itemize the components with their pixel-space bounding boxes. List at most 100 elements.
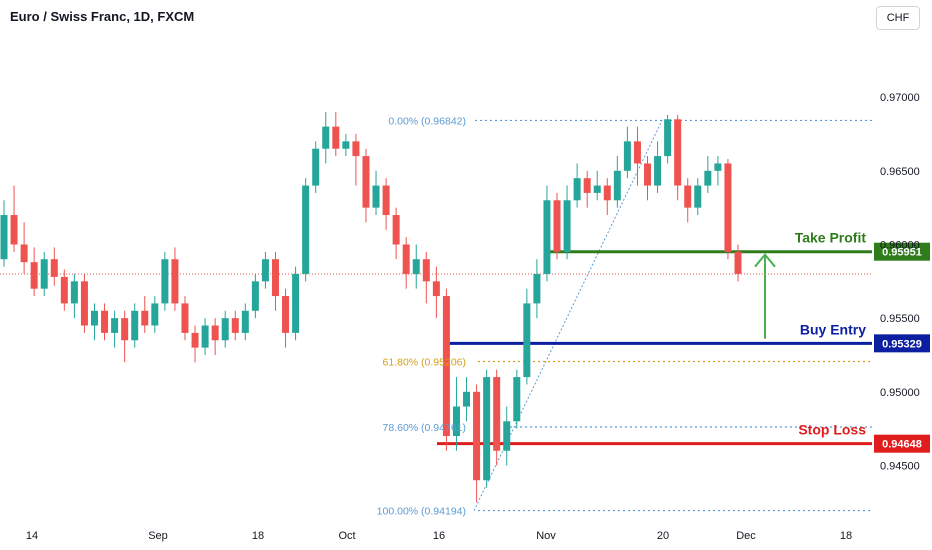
- candle-body: [121, 318, 129, 341]
- candle-body: [563, 200, 571, 252]
- target-arrow-head: [754, 253, 776, 268]
- candle-body: [362, 156, 370, 208]
- y-tick-label: 0.96500: [880, 166, 920, 178]
- candle-body: [603, 185, 611, 201]
- candle-body: [70, 281, 78, 304]
- candle-body: [372, 185, 380, 208]
- candle-body: [674, 119, 682, 186]
- fib-level-label: 78.60% (0.94761): [383, 422, 466, 434]
- x-tick-label: 16: [433, 530, 445, 542]
- candle-body: [633, 141, 641, 164]
- candle-body: [241, 310, 249, 333]
- price-axis: 0.95951 0.95329 0.94648 0.97000 0.96500 0.960…: [26, 92, 930, 542]
- candle-body: [583, 178, 591, 193]
- candle-body: [503, 421, 511, 451]
- candle-body: [432, 281, 440, 297]
- candle-body: [90, 310, 98, 326]
- candle-body: [151, 303, 159, 326]
- candle-body: [171, 259, 179, 304]
- currency-button[interactable]: CHF: [876, 6, 920, 30]
- candle-body: [623, 141, 631, 171]
- candle-body: [282, 296, 290, 333]
- candle-body: [101, 310, 109, 333]
- candle-body: [352, 141, 360, 157]
- candle-body: [60, 276, 68, 304]
- candle-body: [573, 178, 581, 201]
- x-tick-label: 18: [252, 530, 264, 542]
- fib-level-label: 0.00% (0.96842): [388, 115, 466, 127]
- candle-body: [342, 141, 350, 149]
- candle-body: [322, 126, 330, 149]
- candle-body: [111, 318, 119, 333]
- candle-body: [181, 303, 189, 333]
- trade-level-label: Buy Entry: [800, 321, 866, 337]
- candle-body: [483, 377, 491, 481]
- candle-body: [20, 244, 28, 263]
- price-tag-text: 0.95329: [882, 338, 922, 350]
- candle-body: [473, 391, 481, 481]
- candle-body: [593, 185, 601, 193]
- candle-body: [261, 259, 269, 282]
- candle-body: [392, 215, 400, 245]
- candle-body: [382, 185, 390, 216]
- fib-level-label: 61.80% (0.95206): [383, 356, 466, 368]
- candle-body: [724, 163, 732, 252]
- candle-body: [543, 200, 551, 274]
- candle-body: [10, 215, 18, 245]
- candle-body: [50, 259, 58, 277]
- candle-body: [231, 318, 239, 333]
- candle-body: [251, 281, 259, 311]
- price-tag-text: 0.95951: [882, 247, 922, 259]
- candle-body: [714, 163, 722, 171]
- y-tick-label: 0.95500: [880, 313, 920, 325]
- candle-body: [302, 185, 310, 274]
- y-tick-label: 0.96000: [880, 239, 920, 251]
- candle-body: [161, 259, 169, 304]
- trade-level-label: Stop Loss: [798, 422, 866, 438]
- candle-body: [0, 215, 8, 260]
- candle-body: [312, 148, 320, 186]
- x-tick-label: Sep: [148, 530, 168, 542]
- candle-body: [141, 310, 149, 326]
- candle-body: [211, 325, 219, 341]
- fib-trend-line: [473, 120, 663, 511]
- candle-body: [422, 259, 430, 282]
- price-tag: [874, 434, 930, 453]
- candle-body: [684, 185, 692, 208]
- price-tag-text: 0.94648: [882, 439, 922, 451]
- candle-body: [221, 318, 229, 341]
- candle-body: [493, 377, 501, 451]
- candle-body: [664, 119, 672, 157]
- chart-title: Euro / Swiss Franc, 1D, FXCM: [10, 9, 195, 24]
- candle-body: [201, 325, 209, 348]
- candle-body: [463, 391, 471, 407]
- candle-body: [533, 273, 541, 304]
- candles: [0, 111, 742, 503]
- candle-body: [644, 163, 652, 186]
- candle-body: [332, 126, 340, 149]
- fib-level-label: 100.00% (0.94194): [377, 506, 466, 518]
- x-tick-label: Oct: [338, 530, 355, 542]
- x-tick-label: 14: [26, 530, 38, 542]
- x-tick-label: 20: [657, 530, 669, 542]
- candle-body: [734, 251, 742, 274]
- y-tick-label: 0.95000: [880, 387, 920, 399]
- x-tick-label: Nov: [536, 530, 556, 542]
- candle-body: [40, 259, 48, 289]
- candle-body: [442, 296, 450, 437]
- candle-body: [30, 262, 38, 289]
- candle-body: [452, 406, 460, 437]
- candle-body: [131, 310, 139, 341]
- annotations: 0.00% (0.96842) 61.80% (0.95206) 78.60% (0…: [377, 115, 867, 517]
- x-tick-label: Dec: [736, 530, 756, 542]
- candle-body: [553, 200, 561, 252]
- price-tag: [874, 334, 930, 353]
- candle-body: [694, 185, 702, 208]
- candle-body: [613, 170, 621, 201]
- candle-body: [402, 244, 410, 274]
- y-tick-label: 0.94500: [880, 460, 920, 472]
- candle-body: [191, 332, 199, 348]
- candle-body: [654, 156, 662, 186]
- trade-level-label: Take Profit: [795, 230, 867, 246]
